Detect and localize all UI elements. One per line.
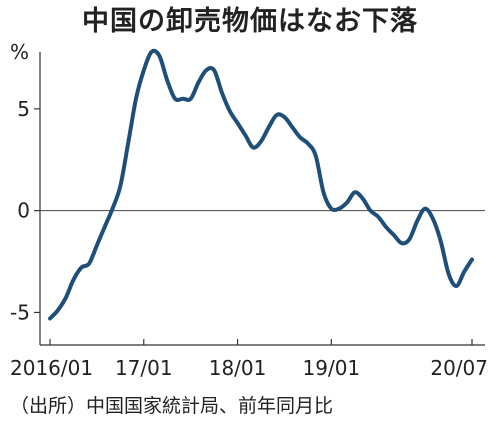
data-point bbox=[439, 240, 442, 243]
data-point bbox=[431, 217, 434, 220]
data-point bbox=[338, 207, 341, 210]
data-point bbox=[119, 185, 122, 188]
data-point bbox=[174, 97, 177, 100]
data-point bbox=[361, 197, 364, 200]
data-point bbox=[385, 225, 388, 228]
data-point bbox=[103, 225, 106, 228]
data-point bbox=[111, 207, 114, 210]
chart-series bbox=[48, 48, 474, 321]
x-tick-label: 18/01 bbox=[209, 356, 267, 380]
data-point bbox=[314, 154, 317, 157]
data-point bbox=[408, 238, 411, 241]
data-point bbox=[252, 146, 255, 149]
y-axis-unit-label: % bbox=[10, 40, 30, 64]
data-point bbox=[306, 142, 309, 145]
source-note: （出所）中国国家統計局、前年同月比 bbox=[10, 395, 334, 417]
data-point bbox=[345, 201, 348, 204]
data-point bbox=[150, 50, 153, 53]
data-point bbox=[166, 79, 169, 82]
data-point bbox=[299, 136, 302, 139]
data-point bbox=[244, 134, 247, 137]
data-point bbox=[275, 113, 278, 116]
data-point bbox=[471, 258, 474, 261]
data-point bbox=[291, 126, 294, 129]
data-point bbox=[424, 207, 427, 210]
data-point bbox=[369, 209, 372, 212]
data-point bbox=[353, 191, 356, 194]
y-tick-label: 0 bbox=[17, 199, 30, 223]
data-point bbox=[88, 262, 91, 265]
data-point bbox=[197, 81, 200, 84]
data-point bbox=[72, 278, 75, 281]
chart-axes bbox=[39, 52, 485, 346]
data-point bbox=[49, 317, 52, 320]
data-point bbox=[205, 69, 208, 72]
data-point bbox=[228, 109, 231, 112]
data-point bbox=[134, 97, 137, 100]
y-tick-label: -5 bbox=[10, 300, 30, 324]
data-point bbox=[330, 207, 333, 210]
data-point bbox=[56, 309, 59, 312]
data-point bbox=[64, 297, 67, 300]
chart-title: 中国の卸売物価はなお下落 bbox=[82, 6, 418, 37]
data-point bbox=[322, 191, 325, 194]
data-point bbox=[447, 272, 450, 275]
data-point bbox=[95, 244, 98, 247]
data-point bbox=[463, 270, 466, 273]
chart-ticks: 5 0 -5 2016/01 17/01 18/01 19/01 20/07 bbox=[10, 97, 488, 380]
data-point bbox=[158, 54, 161, 57]
data-point bbox=[392, 234, 395, 237]
data-point bbox=[127, 142, 130, 145]
x-tick-label: 2016/01 bbox=[10, 356, 93, 380]
data-point bbox=[236, 122, 239, 125]
series-line bbox=[48, 48, 474, 321]
data-point bbox=[283, 116, 286, 119]
data-point bbox=[455, 284, 458, 287]
data-point bbox=[260, 140, 263, 143]
x-tick-label: 19/01 bbox=[303, 356, 361, 380]
data-point bbox=[181, 97, 184, 100]
data-point bbox=[213, 69, 216, 72]
data-point bbox=[189, 97, 192, 100]
data-point bbox=[220, 91, 223, 94]
x-tick-label: 20/07 bbox=[430, 356, 488, 380]
x-tick-label: 17/01 bbox=[115, 356, 173, 380]
data-point bbox=[416, 219, 419, 222]
y-tick-label: 5 bbox=[17, 97, 30, 121]
data-point bbox=[400, 242, 403, 245]
data-point bbox=[142, 69, 145, 72]
data-point bbox=[80, 266, 83, 269]
data-point bbox=[377, 215, 380, 218]
data-point bbox=[267, 126, 270, 129]
